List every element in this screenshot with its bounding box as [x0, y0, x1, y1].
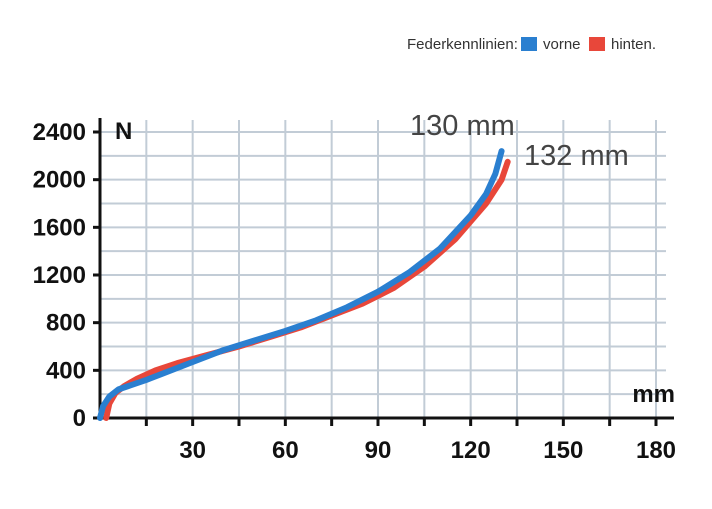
x-tick-label: 150 — [543, 437, 583, 464]
legend-title: Federkennlinien: — [407, 36, 518, 53]
x-tick-label: 60 — [272, 437, 299, 464]
legend-label-vorne: vorne — [543, 36, 581, 53]
series-lines — [97, 148, 511, 421]
y-tick-label: 800 — [46, 310, 86, 337]
y-axis-label: N — [115, 118, 132, 145]
legend-swatch-hinten — [589, 37, 605, 51]
end-label-vorne: 130 mm — [410, 110, 515, 142]
series-line-hinten — [103, 158, 511, 421]
y-tick-label: 2400 — [33, 119, 86, 146]
legend-swatch-vorne — [521, 37, 537, 51]
grid — [100, 120, 666, 418]
end-label-hinten: 132 mm — [524, 140, 629, 172]
y-tick-label: 400 — [46, 357, 86, 384]
series-line-vorne — [97, 148, 505, 421]
axis-ticks: 0 400 800 1200 1600 2000 2400 30 60 90 120 150 180 — [33, 119, 676, 464]
y-tick-label: 1200 — [33, 262, 86, 289]
x-tick-label: 90 — [365, 437, 392, 464]
y-tick-label: 2000 — [33, 167, 86, 194]
legend: Federkennlinien: vorne hinten. — [407, 36, 656, 53]
y-tick-label: 1600 — [33, 214, 86, 241]
y-tick-label: 0 — [73, 405, 86, 432]
x-tick-label: 180 — [636, 437, 676, 464]
legend-label-hinten: hinten. — [611, 36, 656, 53]
x-tick-label: 120 — [451, 437, 491, 464]
x-axis-label: mm — [632, 381, 675, 408]
x-tick-label: 30 — [179, 437, 206, 464]
